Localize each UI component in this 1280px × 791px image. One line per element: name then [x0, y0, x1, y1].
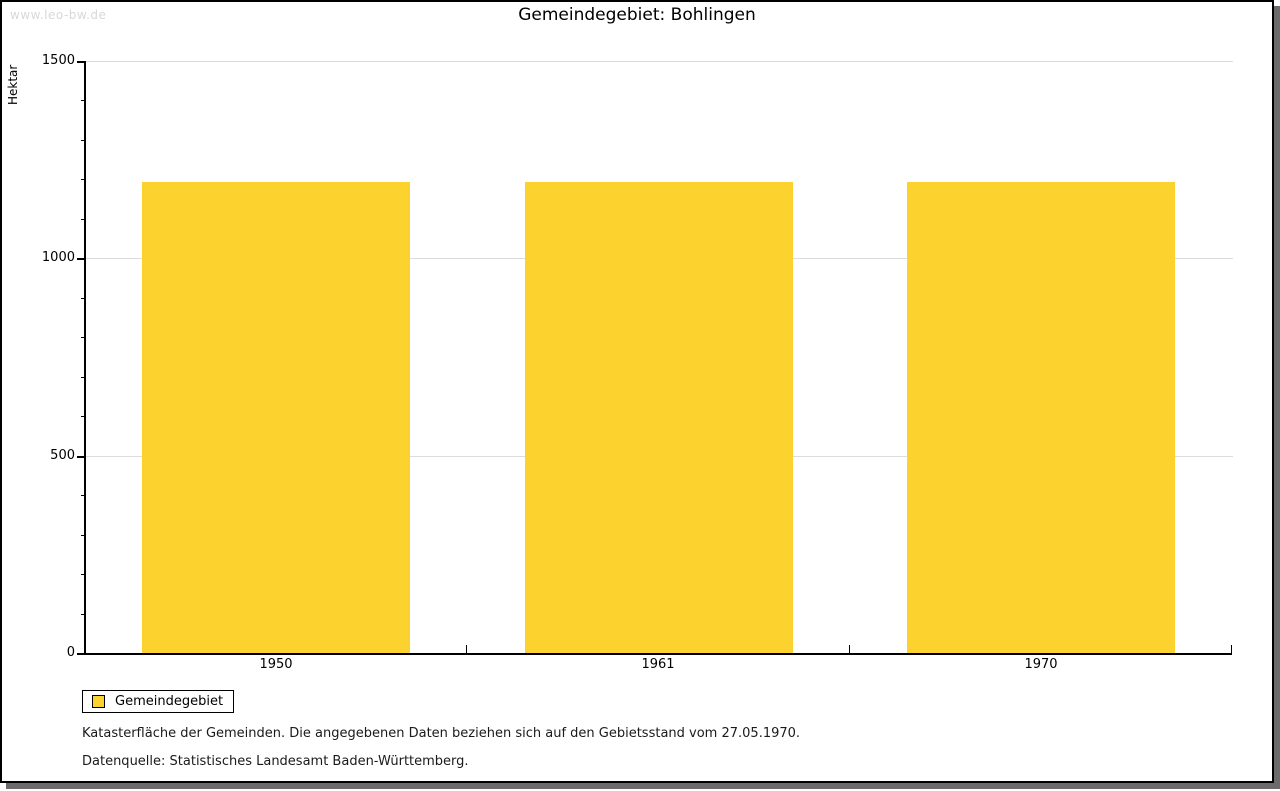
y-minor-tick-1200: [81, 179, 85, 180]
y-major-tick-1000: [77, 258, 85, 260]
y-major-tick-1500: [77, 61, 85, 63]
gridline-1500: [86, 61, 1233, 62]
bar-1970: [907, 182, 1175, 653]
legend: Gemeindegebiet: [82, 690, 234, 713]
y-minor-tick-800: [81, 337, 85, 338]
x-category-label-1961: 1961: [641, 657, 675, 672]
y-tick-label-1500: 1500: [41, 53, 75, 68]
y-tick-label-0: 0: [66, 645, 75, 660]
y-tick-label-500: 500: [50, 448, 75, 463]
y-minor-tick-200: [81, 574, 85, 575]
x-tick-2: [849, 645, 850, 653]
y-major-tick-0: [77, 653, 85, 655]
watermark: www.leo-bw.de: [10, 8, 107, 22]
x-category-label-1950: 1950: [259, 657, 293, 672]
y-minor-tick-700: [81, 377, 85, 378]
y-minor-tick-1400: [81, 100, 85, 101]
y-minor-tick-600: [81, 416, 85, 417]
chart-title: Gemeindegebiet: Bohlingen: [518, 5, 756, 25]
bar-1950: [142, 182, 410, 653]
y-axis-line: [84, 61, 86, 655]
y-minor-tick-100: [81, 614, 85, 615]
legend-label: Gemeindegebiet: [115, 694, 224, 709]
y-minor-tick-400: [81, 495, 85, 496]
footnote-line-1: Katasterfläche der Gemeinden. Die angege…: [82, 726, 801, 741]
y-minor-tick-300: [81, 535, 85, 536]
x-category-label-1970: 1970: [1024, 657, 1058, 672]
chart-plot: 0 500 1000 1500 1950 1961 1970: [2, 2, 1272, 781]
x-axis-line: [84, 653, 1232, 655]
y-minor-tick-900: [81, 298, 85, 299]
y-minor-tick-1100: [81, 219, 85, 220]
x-tick-1: [466, 645, 467, 653]
y-minor-tick-1300: [81, 140, 85, 141]
bar-1961: [525, 182, 793, 653]
legend-swatch: [92, 695, 105, 708]
footnote-line-2: Datenquelle: Statistisches Landesamt Bad…: [82, 754, 469, 769]
y-major-tick-500: [77, 456, 85, 458]
x-tick-3: [1231, 645, 1232, 653]
y-tick-label-1000: 1000: [41, 250, 75, 265]
